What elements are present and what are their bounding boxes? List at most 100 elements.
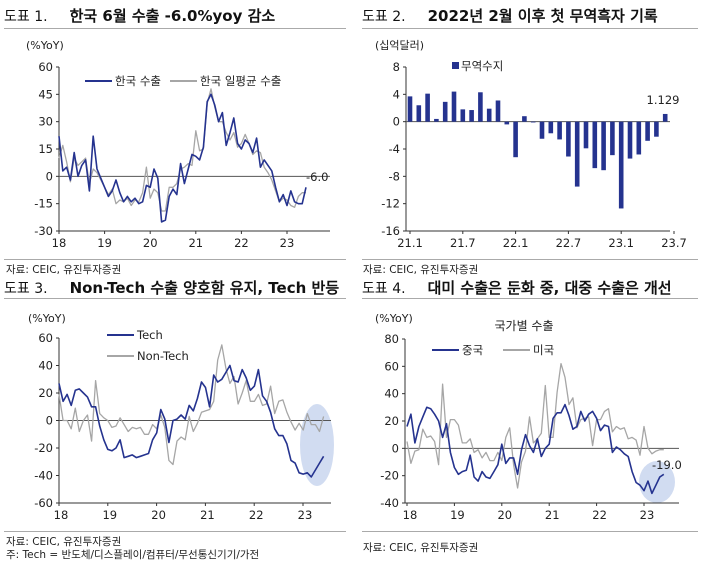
y-unit-label: (%YoY) (375, 312, 413, 325)
bar (662, 113, 668, 122)
x-tick-label: 18 (54, 508, 69, 522)
bar (530, 121, 536, 123)
x-tick-label: 21.7 (450, 236, 476, 250)
source-note: 자료: CEIC, 유진투자증권 (363, 542, 479, 554)
source-rule (362, 531, 698, 532)
y-tick-label: -15 (34, 197, 53, 211)
bar (478, 92, 483, 122)
x-tick-label: 22 (234, 236, 249, 250)
y-tick-label: 40 (384, 387, 399, 401)
bar (583, 121, 589, 149)
bar (495, 100, 501, 122)
title-rule (362, 28, 698, 29)
series-line-secondary (406, 362, 664, 489)
y-unit-label: (%YoY) (28, 312, 66, 325)
bar (407, 96, 413, 122)
y-tick-label: 0 (392, 441, 399, 455)
legend-label: Non-Tech (137, 349, 189, 363)
y-tick-label: -8 (389, 169, 400, 183)
bar (601, 121, 606, 171)
y-tick-label: 4 (393, 87, 400, 101)
y-tick-label: -40 (380, 496, 399, 510)
x-tick-label: 23.1 (608, 236, 634, 250)
x-tick-label: 22.7 (556, 236, 582, 250)
y-tick-label: 8 (393, 60, 400, 74)
source-note: 자료: CEIC, 유진투자증권 (6, 264, 122, 276)
y-tick-label: -60 (34, 496, 53, 510)
y-tick-label: 80 (384, 332, 399, 346)
bar (513, 121, 518, 158)
x-tick-label: 22 (592, 508, 607, 522)
bar (460, 109, 466, 122)
y-tick-label: 20 (384, 414, 399, 428)
bar (434, 118, 439, 122)
y-tick-label: 0 (46, 169, 53, 183)
figure-4-title: 도표 4. 대미 수출은 둔화 중, 대중 수출은 개선 (362, 277, 672, 298)
x-tick-label: 23 (640, 508, 655, 522)
y-tick-label: 30 (38, 115, 53, 129)
y-tick-label: 60 (384, 359, 399, 373)
bar (645, 121, 650, 141)
y-tick-label: -16 (381, 224, 400, 238)
source-rule (362, 259, 698, 260)
y-tick-label: -20 (34, 441, 53, 455)
y-tick-label: 0 (46, 414, 53, 428)
title-text: 한국 6월 수출 -6.0%yoy 감소 (69, 7, 276, 25)
bar (574, 121, 580, 187)
bar (442, 101, 448, 122)
y-tick-label: 60 (38, 331, 53, 345)
x-tick-label: 23 (298, 508, 313, 522)
y-tick-label: 60 (38, 60, 53, 74)
bar (504, 121, 510, 125)
bar (610, 121, 615, 156)
y-unit-label: (%YoY) (26, 39, 64, 52)
series-line-primary (58, 93, 307, 223)
title-text: Non-Tech 수출 양호함 유지, Tech 반등 (69, 279, 340, 297)
figure-label: 도표 1. (4, 9, 48, 25)
legend-label: 한국 일평균 수출 (200, 74, 281, 88)
bar (451, 91, 457, 122)
bar (548, 121, 554, 134)
legend-label: 중국 (462, 343, 483, 357)
series-line-primary (406, 403, 665, 495)
bar (654, 121, 659, 137)
title-text: 대미 수출은 둔화 중, 대중 수출은 개선 (427, 279, 672, 297)
x-tick-label: 22.1 (503, 236, 529, 250)
x-tick-label: 18 (52, 236, 67, 250)
title-rule (4, 28, 346, 29)
y-tick-label: -30 (34, 224, 53, 238)
series-line-primary (58, 364, 325, 478)
figure-label: 도표 2. (362, 9, 406, 25)
footnote: 주: Tech = 반도체/디스플레이/컴퓨터/무선통신기기/가전 (6, 549, 260, 561)
bar (416, 105, 422, 122)
data-annotation: 1.129 (647, 93, 680, 107)
figure-label: 도표 4. (362, 281, 406, 297)
y-tick-label: 20 (38, 386, 53, 400)
bar (566, 121, 571, 157)
title-rule (362, 298, 698, 299)
x-tick-label: 20 (497, 508, 512, 522)
highlight-ellipse (300, 404, 334, 486)
bar (618, 121, 624, 209)
source-note: 자료: CEIC, 유진투자증권 (363, 264, 479, 276)
y-tick-label: -12 (381, 197, 400, 211)
x-tick-label: 19 (102, 508, 117, 522)
x-tick-label: 22 (249, 508, 264, 522)
x-tick-label: 19 (450, 508, 465, 522)
data-annotation: -6.0 (306, 170, 328, 184)
y-tick-label: 15 (38, 142, 53, 156)
figure-label: 도표 3. (4, 281, 48, 297)
bar (425, 93, 430, 122)
bar (636, 121, 642, 155)
bar (557, 121, 562, 140)
series-line-secondary (58, 88, 306, 212)
x-tick-label: 20 (143, 236, 158, 250)
y-tick-label: -20 (380, 469, 399, 483)
legend-label: 미국 (533, 343, 554, 357)
legend-label: 무역수지 (461, 59, 503, 73)
legend-label: 한국 수출 (115, 74, 161, 88)
bar (486, 108, 492, 122)
bar (469, 110, 474, 122)
